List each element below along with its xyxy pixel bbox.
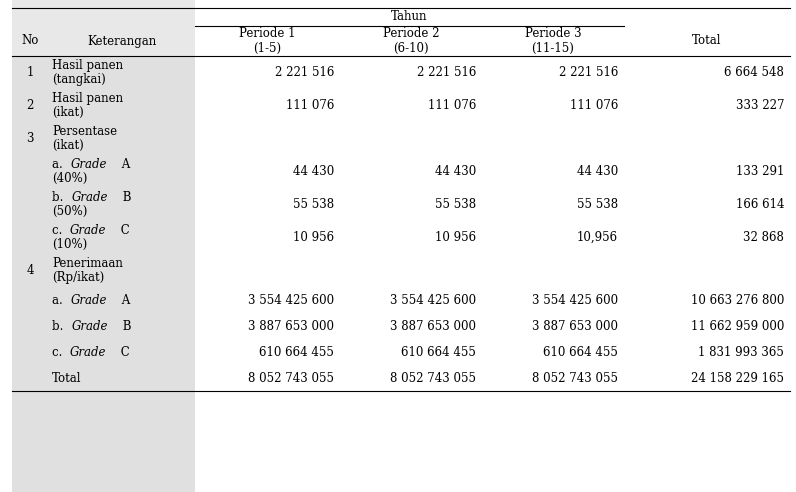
Text: 10 956: 10 956 [435,231,476,244]
Text: 10 663 276 800: 10 663 276 800 [691,294,784,307]
Bar [12,0,195,492]
Text: 8 052 743 055: 8 052 743 055 [390,371,476,385]
Text: B: B [119,319,131,333]
Text: Grade: Grade [70,224,107,237]
Text: (10%): (10%) [52,238,88,251]
Text: 333 227: 333 227 [736,99,784,112]
Text: 111 076: 111 076 [286,99,334,112]
Text: Tahun: Tahun [392,10,427,24]
Text: 1: 1 [26,66,33,79]
Text: Periode 1
(1-5): Periode 1 (1-5) [240,27,296,55]
Text: 2 221 516: 2 221 516 [416,66,476,79]
Text: 111 076: 111 076 [427,99,476,112]
Text: A: A [118,294,130,307]
Bar [12,56,195,492]
Text: Hasil panen: Hasil panen [52,59,123,72]
Text: 610 664 455: 610 664 455 [259,345,334,359]
Text: 10,956: 10,956 [577,231,618,244]
Text: 55 538: 55 538 [435,198,476,211]
Text: 2: 2 [26,99,33,112]
Text: Grade: Grade [71,294,107,307]
Text: Keterangan: Keterangan [87,34,156,48]
Text: Total: Total [52,371,81,385]
Text: Hasil panen: Hasil panen [52,92,123,105]
Text: 3 887 653 000: 3 887 653 000 [390,319,476,333]
Text: (ikat): (ikat) [52,139,84,152]
Text: Persentase: Persentase [52,125,117,138]
Text: Periode 2
(6-10): Periode 2 (6-10) [383,27,439,55]
Text: 55 538: 55 538 [577,198,618,211]
Text: Grade: Grade [72,319,108,333]
Text: Grade: Grade [70,345,107,359]
Text: Grade: Grade [72,191,108,204]
Text: 1 831 993 365: 1 831 993 365 [698,345,784,359]
Text: (ikat): (ikat) [52,106,84,119]
Text: b.: b. [52,319,67,333]
Text: (Rp/ikat): (Rp/ikat) [52,271,104,284]
Text: 32 868: 32 868 [743,231,784,244]
Text: 8 052 743 055: 8 052 743 055 [532,371,618,385]
Text: 10 956: 10 956 [293,231,334,244]
Text: 24 158 229 165: 24 158 229 165 [691,371,784,385]
Text: Total: Total [693,34,722,48]
Text: 133 291: 133 291 [736,165,784,178]
Text: b.: b. [52,191,67,204]
Text: 44 430: 44 430 [293,165,334,178]
Text: (tangkai): (tangkai) [52,73,106,86]
Text: a.: a. [52,158,67,171]
Text: 2 221 516: 2 221 516 [275,66,334,79]
Text: Penerimaan: Penerimaan [52,257,123,270]
Text: B: B [119,191,131,204]
Text: 6 664 548: 6 664 548 [724,66,784,79]
Text: c.: c. [52,345,66,359]
Text: 4: 4 [26,264,33,277]
Text: 11 662 959 000: 11 662 959 000 [691,319,784,333]
Text: No: No [21,34,39,48]
Text: 610 664 455: 610 664 455 [401,345,476,359]
Text: 166 614: 166 614 [736,198,784,211]
Text: 3 887 653 000: 3 887 653 000 [248,319,334,333]
Text: C: C [117,345,130,359]
Text: 8 052 743 055: 8 052 743 055 [248,371,334,385]
Text: 55 538: 55 538 [293,198,334,211]
Text: C: C [117,224,130,237]
Text: c.: c. [52,224,66,237]
Text: 111 076: 111 076 [570,99,618,112]
Text: Grade: Grade [71,158,107,171]
Text: Periode 3
(11-15): Periode 3 (11-15) [525,27,581,55]
Text: (40%): (40%) [52,172,88,185]
Text: a.: a. [52,294,67,307]
Text: 2 221 516: 2 221 516 [559,66,618,79]
Text: 3: 3 [26,132,33,145]
Text: 3 554 425 600: 3 554 425 600 [390,294,476,307]
Text: 3 554 425 600: 3 554 425 600 [532,294,618,307]
Text: 44 430: 44 430 [435,165,476,178]
Text: 3 887 653 000: 3 887 653 000 [532,319,618,333]
Text: 44 430: 44 430 [577,165,618,178]
Text: A: A [118,158,130,171]
Text: 610 664 455: 610 664 455 [543,345,618,359]
Text: 3 554 425 600: 3 554 425 600 [248,294,334,307]
Text: (50%): (50%) [52,205,88,218]
